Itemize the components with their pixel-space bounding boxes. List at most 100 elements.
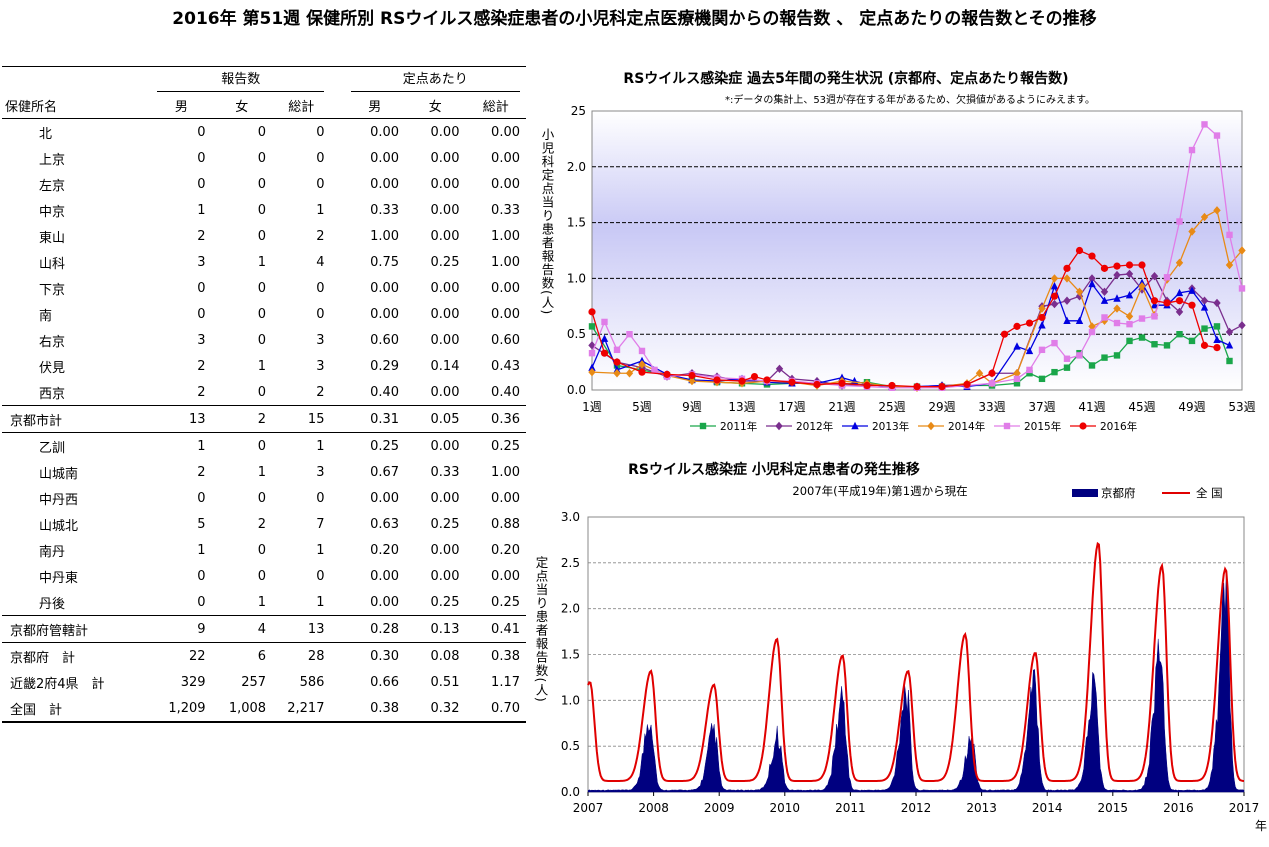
chart1-point (613, 358, 621, 366)
chart1-point (613, 357, 621, 367)
chart1-point (651, 366, 658, 374)
chart1-point (1000, 330, 1009, 338)
table-row: 西京 2 0 2 0.40 0.00 0.40 (2, 379, 526, 406)
row-value: 0.00 (430, 202, 460, 218)
chart1-point (1150, 311, 1159, 320)
chart1-xtick-label: 5週 (632, 400, 652, 414)
row-name: 丹後 (39, 596, 66, 612)
row-value: 2 (316, 228, 325, 244)
chart1-point (838, 379, 846, 387)
chart1-point (1100, 316, 1109, 326)
row-value: 0.43 (491, 358, 520, 374)
row-value: 0 (197, 594, 206, 610)
chart1-xtick-label: 13週 (728, 400, 755, 414)
row-value: 0.00 (430, 332, 460, 348)
row-value: 13 (272, 615, 331, 643)
chart1-point (626, 331, 633, 338)
row-value: 0.00 (491, 490, 520, 506)
chart1-point (663, 373, 671, 380)
chart1-point (663, 372, 671, 381)
chart2-subtitle: 2007年(平成19年)第1週から現在 (792, 484, 967, 498)
row-value: 0.33 (430, 464, 460, 480)
row-value: 0.75 (370, 254, 400, 270)
chart1-point (1200, 303, 1209, 311)
chart1-point (963, 382, 971, 389)
row-value: 0 (257, 384, 267, 400)
chart1-point (763, 377, 771, 386)
chart2-legend-label: 京都府 (1101, 486, 1136, 500)
chart1-point (1225, 327, 1234, 337)
row-value: 0 (316, 568, 325, 584)
header-group-per: 定点あたり (344, 66, 526, 93)
chart2-ytick-label: 2.0 (561, 602, 580, 616)
chart1-point (1013, 322, 1021, 330)
chart1-point (1176, 218, 1183, 225)
row-value: 1.17 (491, 674, 520, 690)
row-value: 0.00 (430, 150, 460, 166)
chart1-point (775, 364, 784, 373)
chart1-point (1175, 258, 1184, 267)
chart2-xtick-label: 2007 (573, 801, 604, 815)
chart1-point (663, 370, 671, 378)
chart1-point (1100, 264, 1109, 272)
chart1-point (1063, 355, 1071, 362)
chart1-point (988, 382, 996, 389)
chart1-point (988, 369, 996, 378)
chart1-point (1138, 278, 1146, 287)
chart1-point (625, 369, 634, 378)
chart1-point (1076, 349, 1083, 357)
chart1-ytick-label: 1.5 (567, 216, 586, 230)
row-value: 0 (257, 306, 267, 322)
chart1-point (1150, 297, 1159, 305)
chart1-point (1213, 132, 1221, 139)
row-value: 0.88 (491, 516, 520, 532)
chart1-point (1175, 297, 1184, 305)
row-value: 0.25 (430, 516, 460, 532)
chart2-plot-area (587, 516, 1245, 793)
row-value: 0.38 (344, 695, 406, 723)
chart1-series-line (591, 325, 1231, 388)
table-row: 中京 1 0 1 0.33 0.00 0.33 (2, 197, 526, 223)
row-value: 0.00 (430, 124, 460, 140)
row-value: 1.00 (370, 228, 400, 244)
chart2-ytick-label: 0.0 (561, 785, 580, 799)
chart1-point (688, 371, 696, 378)
chart1-point (1038, 346, 1046, 354)
chart1-point (1088, 328, 1096, 336)
row-value: 0.32 (405, 695, 466, 723)
chart1-point (713, 377, 721, 387)
chart1-point (1138, 285, 1146, 294)
row-value: 0.00 (370, 176, 400, 192)
table-row: 左京 0 0 0 0.00 0.00 0.00 (2, 171, 526, 197)
chart1-point (1176, 331, 1183, 338)
chart1-point (963, 382, 971, 389)
chart1-point (1075, 246, 1084, 255)
row-value: 0.00 (430, 176, 460, 192)
row-value: 0 (316, 176, 325, 192)
header-col: 男 (151, 93, 212, 119)
row-value: 22 (189, 648, 206, 664)
chart1-point (838, 373, 846, 381)
chart1-point (788, 377, 796, 387)
table-row: 京都市計 13 2 15 0.31 0.05 0.36 (2, 405, 526, 433)
table-row: 北 0 0 0 0.00 0.00 0.00 (2, 119, 526, 146)
row-value: 2 (197, 384, 206, 400)
row-value: 2 (257, 516, 267, 532)
row-value: 1 (316, 438, 325, 454)
row-value: 0 (257, 490, 267, 506)
chart1-point (863, 379, 871, 388)
chart1-point (888, 381, 896, 390)
header-group-counts: 報告数 (151, 66, 331, 93)
chart1-point (588, 341, 596, 350)
chart1-point (1113, 319, 1121, 327)
row-value: 0 (257, 228, 267, 244)
row-value: 0.00 (370, 490, 400, 506)
chart1-point (613, 346, 621, 354)
row-name: 上京 (39, 152, 66, 168)
chart1-point (838, 381, 846, 388)
row-value: 0.00 (430, 438, 460, 454)
table-row: 南 0 0 0 0.00 0.00 0.00 (2, 301, 526, 327)
row-name: 東山 (39, 230, 66, 246)
row-value: 2 (197, 358, 206, 374)
chart1-point (1126, 320, 1133, 328)
